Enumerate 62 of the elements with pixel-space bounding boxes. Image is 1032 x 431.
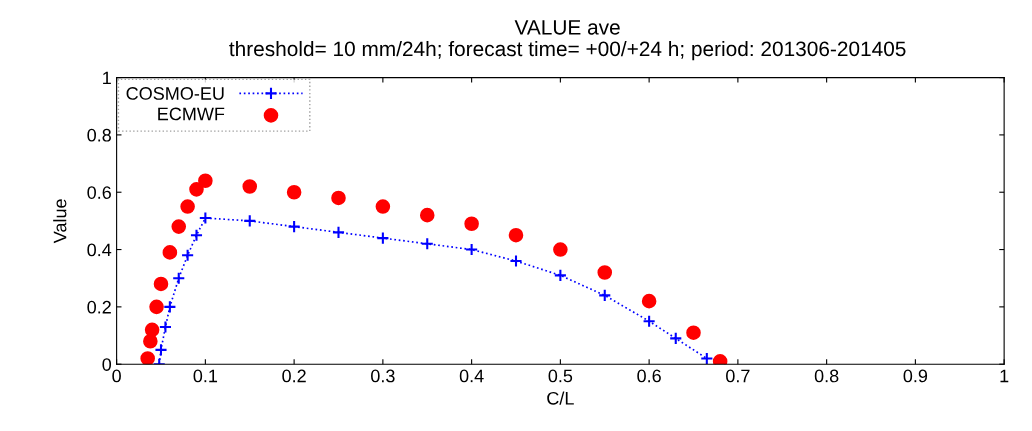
legend-label: COSMO-EU: [126, 87, 224, 100]
point: [597, 265, 613, 280]
y-tick-label: 0: [102, 358, 112, 371]
chart-title: VALUE ave: [514, 20, 620, 35]
x-tick-label: 0: [112, 369, 121, 383]
x-tick-label: 0.2: [282, 369, 306, 383]
point: [181, 248, 195, 262]
x-tick-label: 0.9: [903, 369, 928, 383]
y-tick-label: 0.2: [87, 300, 111, 314]
point: [331, 225, 346, 239]
x-tick-label: 0.3: [371, 369, 395, 383]
point: [419, 207, 435, 223]
point: [158, 320, 173, 334]
point: [189, 228, 204, 242]
point: [669, 331, 683, 345]
x-tick-label: 0.8: [814, 369, 839, 383]
y-tick-label: 0.4: [87, 243, 112, 257]
point: [641, 293, 657, 309]
x-tick-label: 0.4: [459, 369, 484, 383]
y-axis-title: Value: [53, 199, 67, 244]
x-tick-label: 1: [1000, 369, 1009, 383]
point: [243, 214, 257, 228]
point: [553, 268, 567, 282]
legend-label: ECMWF: [158, 107, 225, 121]
point: [553, 242, 568, 257]
point: [144, 322, 160, 338]
point: [700, 351, 714, 365]
point: [140, 351, 155, 365]
point: [149, 299, 164, 315]
y-tick-label: 0.8: [87, 128, 111, 142]
x-tick-label: 0.5: [548, 369, 573, 383]
point: [420, 237, 434, 251]
point: [154, 343, 168, 357]
chart-subtitle: threshold= 10 mm/24h; forecast time= +00/+24 h; period: 201306-201405: [229, 40, 906, 61]
point: [287, 220, 301, 234]
point: [509, 254, 523, 268]
point: [242, 179, 258, 194]
point: [286, 184, 302, 200]
point: [198, 173, 213, 189]
x-tick-label: 0.6: [637, 369, 661, 383]
point: [376, 231, 390, 245]
point: [508, 227, 524, 243]
point: [153, 276, 169, 292]
point: [598, 288, 612, 302]
point: [180, 199, 195, 214]
point: [162, 245, 178, 260]
point: [198, 211, 212, 225]
y-tick-label: 0.6: [87, 186, 111, 199]
point: [465, 242, 479, 257]
point: [189, 182, 204, 197]
point: [375, 199, 391, 214]
point: [642, 314, 656, 328]
y-tick-label: 1: [103, 71, 111, 85]
point: [686, 325, 701, 340]
point: [171, 219, 187, 234]
x-axis-title: C/L: [547, 391, 574, 405]
point: [172, 271, 186, 285]
x-tick-label: 0.1: [193, 369, 218, 383]
point: [464, 216, 479, 232]
x-tick-label: 0.7: [726, 369, 750, 383]
point: [331, 190, 346, 206]
point: [163, 300, 177, 314]
